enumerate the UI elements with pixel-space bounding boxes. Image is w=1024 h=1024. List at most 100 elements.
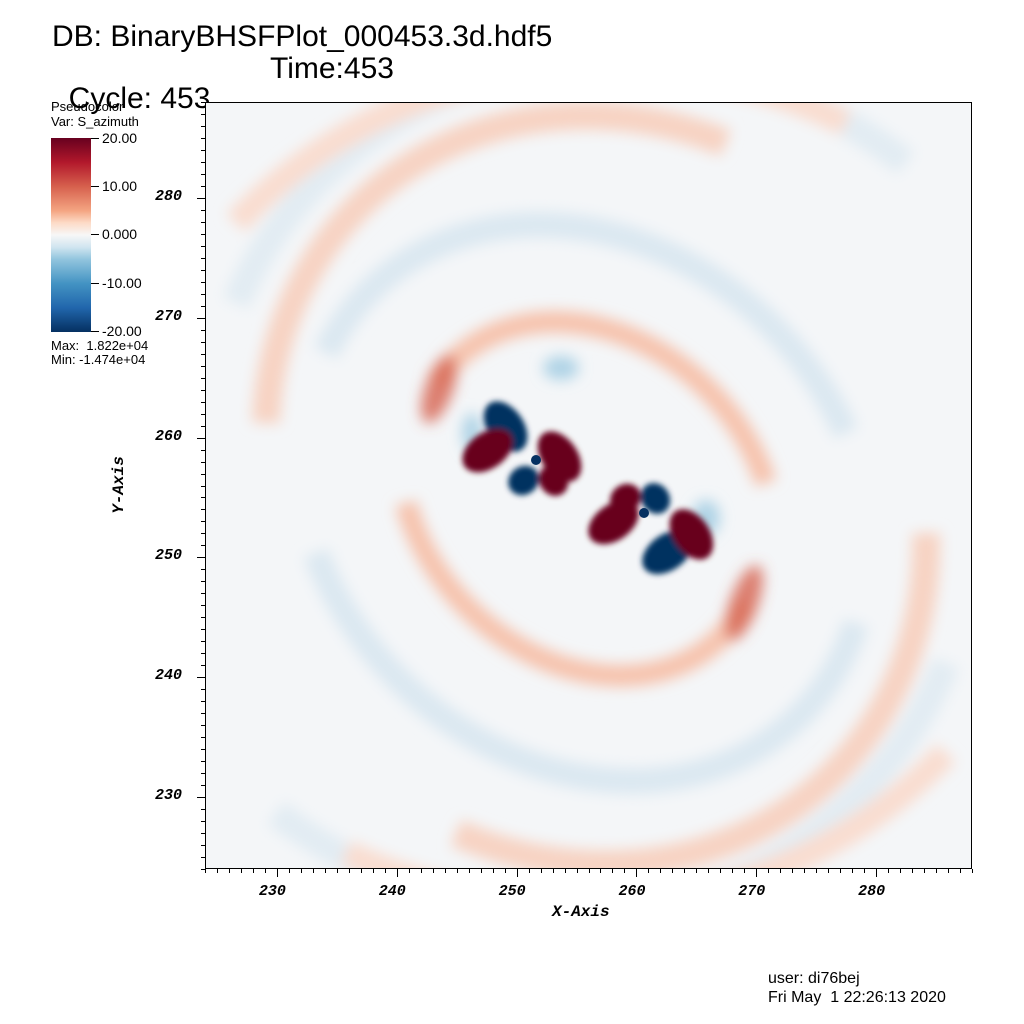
x-tick bbox=[972, 869, 973, 873]
x-tick bbox=[852, 869, 854, 873]
colorbar-label: 10.00 bbox=[102, 178, 138, 194]
x-axis-title: X-Axis bbox=[552, 903, 610, 921]
y-tick bbox=[197, 437, 205, 439]
y-tick bbox=[201, 365, 205, 367]
legend-min: Min: -1.474e+04 bbox=[51, 352, 146, 367]
y-tick bbox=[201, 473, 205, 475]
y-tick bbox=[201, 785, 205, 787]
core-lobes bbox=[462, 401, 714, 575]
x-tick bbox=[624, 869, 626, 873]
positive-lobe bbox=[538, 465, 569, 496]
x-tick bbox=[876, 869, 878, 877]
x-tick bbox=[900, 869, 902, 873]
y-tick bbox=[201, 221, 205, 223]
x-tick bbox=[648, 869, 650, 873]
x-tick-label: 250 bbox=[498, 883, 526, 900]
y-tick bbox=[201, 509, 205, 511]
legend-max: Max: 1.822e+04 bbox=[51, 338, 149, 353]
x-tick bbox=[720, 869, 722, 873]
red-lobe bbox=[420, 354, 458, 424]
y-tick bbox=[201, 173, 205, 175]
y-tick bbox=[201, 293, 205, 295]
x-tick bbox=[696, 869, 698, 873]
x-tick bbox=[336, 869, 338, 873]
y-tick-label: 280 bbox=[155, 187, 183, 205]
x-tick bbox=[756, 869, 758, 877]
y-tick-label: 230 bbox=[155, 787, 183, 805]
y-tick bbox=[201, 545, 205, 547]
x-tick bbox=[564, 869, 566, 873]
y-tick bbox=[197, 557, 205, 559]
x-tick-label: 240 bbox=[378, 883, 406, 900]
x-tick bbox=[396, 869, 398, 877]
y-tick bbox=[201, 773, 205, 775]
negative-lobe bbox=[508, 465, 539, 496]
y-tick bbox=[201, 102, 205, 103]
x-tick bbox=[252, 869, 254, 873]
x-tick bbox=[384, 869, 386, 873]
y-tick bbox=[201, 305, 205, 307]
wave-arc bbox=[450, 532, 941, 868]
positive-lobe bbox=[669, 509, 714, 560]
y-tick bbox=[201, 161, 205, 163]
x-tick bbox=[264, 869, 266, 873]
x-tick bbox=[444, 869, 446, 873]
y-tick bbox=[201, 725, 205, 727]
y-tick bbox=[197, 797, 205, 799]
x-tick bbox=[276, 869, 278, 877]
x-tick bbox=[780, 869, 782, 873]
x-tick bbox=[684, 869, 686, 873]
x-tick bbox=[744, 869, 746, 873]
x-tick-label: 230 bbox=[258, 883, 286, 900]
x-tick bbox=[504, 869, 506, 873]
wave-arc bbox=[267, 657, 959, 868]
y-axis-title: Y-Axis bbox=[109, 456, 128, 514]
time-label: Time:453 bbox=[270, 52, 394, 85]
y-tick bbox=[201, 281, 205, 283]
x-tick bbox=[468, 869, 470, 873]
x-tick bbox=[912, 869, 914, 873]
x-tick bbox=[948, 869, 950, 873]
footer-date: Fri May 1 22:26:13 2020 bbox=[768, 989, 946, 1006]
cycle-label: Cycle: 453 bbox=[68, 82, 211, 115]
positive-lobe bbox=[462, 428, 513, 473]
wave-arc bbox=[226, 103, 852, 232]
x-tick bbox=[612, 869, 614, 873]
y-tick bbox=[201, 125, 205, 127]
wave-arc bbox=[314, 211, 858, 439]
wave-arc bbox=[426, 310, 777, 487]
y-tick bbox=[201, 665, 205, 667]
blue-lobe bbox=[543, 356, 579, 380]
color-bar bbox=[51, 138, 91, 332]
x-tick bbox=[540, 869, 542, 873]
x-tick bbox=[216, 869, 218, 873]
colorbar-tick bbox=[91, 138, 99, 139]
x-tick bbox=[792, 869, 794, 873]
y-tick bbox=[201, 629, 205, 631]
colorbar-label-min: -20.00 bbox=[102, 323, 142, 339]
x-tick bbox=[288, 869, 290, 873]
y-tick bbox=[201, 581, 205, 583]
y-tick bbox=[201, 389, 205, 391]
y-tick-label: 240 bbox=[155, 667, 183, 685]
y-tick bbox=[201, 413, 205, 415]
y-tick bbox=[201, 689, 205, 691]
x-tick bbox=[600, 869, 602, 873]
x-tick bbox=[456, 869, 458, 873]
x-tick bbox=[516, 869, 518, 877]
y-tick bbox=[201, 605, 205, 607]
y-tick bbox=[201, 641, 205, 643]
x-tick bbox=[552, 869, 554, 873]
x-tick bbox=[888, 869, 890, 873]
pseudocolor-field bbox=[223, 103, 959, 868]
x-tick bbox=[708, 869, 710, 873]
x-tick bbox=[420, 869, 422, 873]
y-tick bbox=[201, 137, 205, 139]
x-tick bbox=[372, 869, 374, 873]
x-tick bbox=[660, 869, 662, 873]
y-tick bbox=[201, 857, 205, 859]
y-tick bbox=[201, 449, 205, 451]
x-tick bbox=[348, 869, 350, 873]
legend-plot-type: Pseudocolor bbox=[51, 99, 124, 114]
x-tick bbox=[360, 869, 362, 873]
